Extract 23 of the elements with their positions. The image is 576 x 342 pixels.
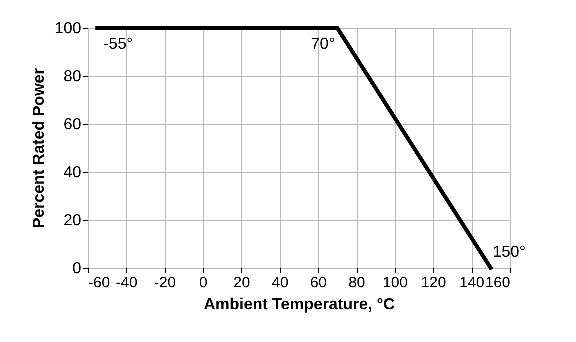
y-tick-label: 0: [72, 260, 82, 278]
x-tick-label: 20: [234, 274, 250, 292]
x-axis-title: Ambient Temperature, °C: [204, 296, 396, 314]
x-tick-label: -60: [88, 274, 110, 292]
x-tick-label: -20: [154, 274, 176, 292]
y-tick-label: 40: [64, 164, 82, 182]
y-tick-label: 20: [64, 212, 82, 230]
annotation: 150°: [492, 244, 526, 261]
x-tick-label: 120: [421, 274, 446, 292]
x-tick-label: 160: [485, 274, 510, 292]
x-tick-label: -40: [116, 274, 138, 292]
x-tick-label: 80: [348, 274, 366, 292]
y-tick-label: 60: [64, 116, 82, 134]
annotation: -55°: [104, 36, 134, 53]
annotation: 70°: [311, 36, 336, 53]
y-axis-title: Percent Rated Power: [30, 68, 48, 229]
x-tick-label: 140: [460, 274, 485, 292]
x-tick-label: 100: [382, 274, 408, 292]
y-tick-label: 100: [54, 20, 82, 38]
x-tick-label: 60: [310, 274, 328, 292]
x-tick-label: 40: [272, 274, 289, 292]
y-tick-label: 80: [64, 68, 82, 86]
x-tick-label: 0: [199, 274, 208, 292]
